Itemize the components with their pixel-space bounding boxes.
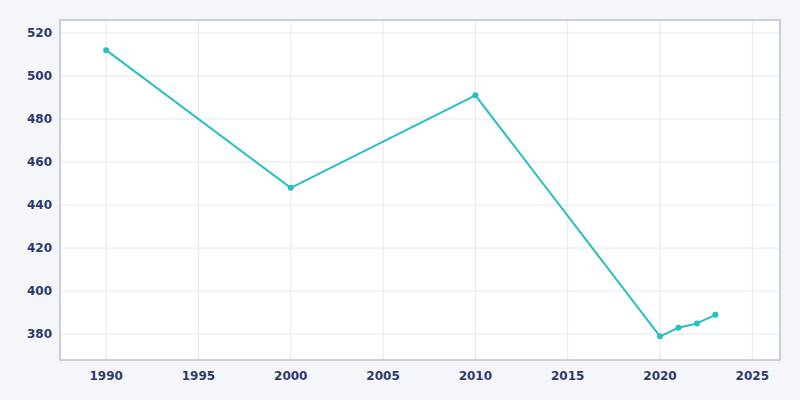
marker — [694, 320, 700, 326]
y-grid-line — [60, 291, 780, 292]
x-grid-line — [106, 20, 107, 360]
y-tick-label: 480 — [27, 112, 52, 126]
marker — [103, 47, 109, 53]
x-tick-label: 2010 — [459, 369, 492, 383]
y-grid-line — [60, 334, 780, 335]
x-tick-label: 1990 — [89, 369, 122, 383]
plot-area — [60, 20, 780, 360]
y-grid-line — [60, 118, 780, 119]
x-tick-label: 2000 — [274, 369, 307, 383]
y-grid-line — [60, 75, 780, 76]
marker — [472, 92, 478, 98]
x-grid-line — [660, 20, 661, 360]
marker — [288, 185, 294, 191]
x-grid-line — [475, 20, 476, 360]
y-grid-line — [60, 248, 780, 249]
y-tick-label: 460 — [27, 155, 52, 169]
x-tick-label: 1995 — [182, 369, 215, 383]
y-tick-label: 380 — [27, 327, 52, 341]
chart: 1990 1995 2000 2005 2010 2015 2020 2025 380 400 42… — [0, 0, 800, 400]
y-grid-line — [60, 162, 780, 163]
y-tick-label: 420 — [27, 241, 52, 255]
x-tick-label: 2005 — [366, 369, 399, 383]
grid — [60, 20, 780, 360]
x-tick-label: 2015 — [551, 369, 584, 383]
plot-frame — [60, 20, 780, 360]
marker — [712, 312, 718, 318]
y-tick-label: 400 — [27, 284, 52, 298]
marker — [675, 325, 681, 331]
y-grid-line — [60, 205, 780, 206]
x-tick-label: 2020 — [643, 369, 676, 383]
x-grid-line — [567, 20, 568, 360]
y-tick-label: 440 — [27, 198, 52, 212]
x-grid-line — [383, 20, 384, 360]
y-tick-label: 500 — [27, 69, 52, 83]
y-grid-line — [60, 32, 780, 33]
x-grid-line — [198, 20, 199, 360]
y-tick-label: 520 — [27, 26, 52, 40]
x-grid-line — [752, 20, 753, 360]
x-tick-label: 2025 — [736, 369, 769, 383]
series — [103, 47, 718, 339]
line — [106, 50, 715, 336]
marker — [657, 333, 663, 339]
